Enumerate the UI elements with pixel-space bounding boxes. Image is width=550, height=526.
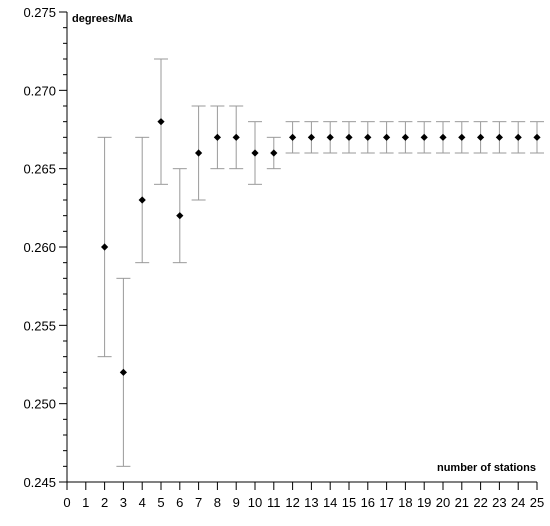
x-tick-label: 19 [417,495,431,510]
x-tick-label: 25 [530,495,544,510]
x-tick-label: 20 [436,495,450,510]
data-point [458,133,466,141]
x-tick-label: 17 [379,495,393,510]
x-tick-label: 23 [492,495,506,510]
data-point [232,133,240,141]
data-point [383,133,391,141]
x-tick-label: 2 [101,495,108,510]
x-tick-label: 10 [248,495,262,510]
y-tick-label: 0.255 [23,318,56,333]
data-point [176,212,184,220]
x-tick-label: 0 [63,495,70,510]
x-tick-label: 6 [176,495,183,510]
data-point [364,133,372,141]
x-tick-label: 16 [361,495,375,510]
data-point [533,133,541,141]
x-tick-label: 21 [455,495,469,510]
data-point [326,133,334,141]
x-axis-label: number of stations [437,462,536,474]
data-point [289,133,297,141]
y-axis-label: degrees/Ma [72,13,133,25]
y-tick-label: 0.275 [23,5,56,20]
data-point [477,133,485,141]
data-point [119,368,127,376]
y-tick-label: 0.250 [23,397,56,412]
x-tick-label: 4 [139,495,146,510]
data-point [401,133,409,141]
x-tick-label: 7 [195,495,202,510]
data-point [270,149,278,157]
x-tick-label: 14 [323,495,337,510]
data-point [439,133,447,141]
data-point [420,133,428,141]
data-point [345,133,353,141]
y-tick-label: 0.270 [23,83,56,98]
error-bars [97,58,544,467]
data-point [495,133,503,141]
x-tick-label: 24 [511,495,525,510]
x-tick-label: 12 [285,495,299,510]
data-point [514,133,522,141]
data-points [101,118,541,376]
x-tick-label: 3 [120,495,127,510]
y-tick-label: 0.245 [23,475,56,490]
x-tick-label: 8 [214,495,221,510]
data-point [138,196,146,204]
x-tick-label: 13 [304,495,318,510]
x-tick-label: 1 [82,495,89,510]
y-tick-label: 0.260 [23,240,56,255]
data-point [101,243,109,251]
data-point [251,149,259,157]
x-tick-label: 15 [342,495,356,510]
data-point [213,133,221,141]
x-tick-label: 9 [233,495,240,510]
y-tick-label: 0.265 [23,162,56,177]
data-point [157,118,165,126]
x-tick-label: 5 [157,495,164,510]
x-tick-label: 11 [267,495,281,510]
x-tick-label: 22 [473,495,487,510]
data-point [195,149,203,157]
data-point [307,133,315,141]
x-tick-label: 18 [398,495,412,510]
